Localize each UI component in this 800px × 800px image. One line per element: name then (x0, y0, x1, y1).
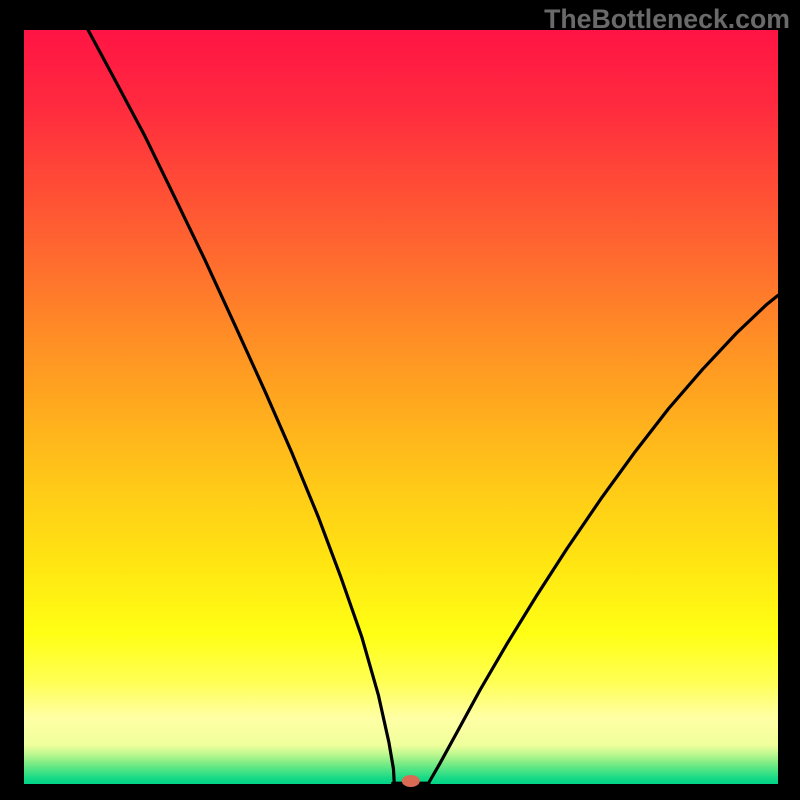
curve-layer (24, 30, 778, 784)
bottleneck-curve (88, 30, 778, 783)
chart-container: TheBottleneck.com (0, 0, 800, 800)
min-marker (402, 775, 420, 787)
watermark-text: TheBottleneck.com (544, 4, 790, 35)
plot-area (24, 30, 778, 784)
